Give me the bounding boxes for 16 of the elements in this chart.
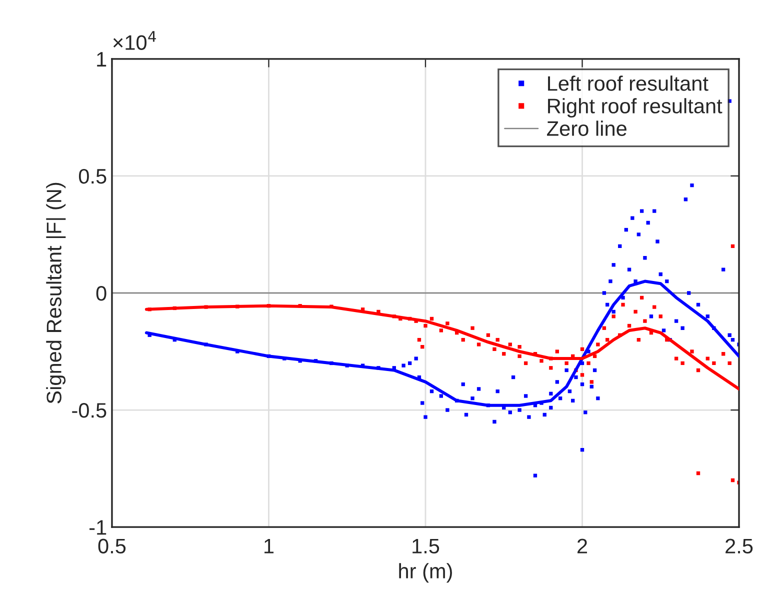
y-tick-label: -1 <box>90 520 106 535</box>
x-tick-label: 1.5 <box>412 538 440 554</box>
text: ×10$^{4}$ <box>113 31 156 50</box>
y-tick-label: 0.5 <box>78 168 106 184</box>
y-tick-label: -0.5 <box>72 403 106 418</box>
legend-label: Right roof resultant <box>548 98 722 118</box>
line-series <box>144 304 740 390</box>
legend-label: Zero line <box>547 120 626 136</box>
x-tick-label: 2.5 <box>726 538 753 554</box>
y-axis-title: Signed Resultant |F| (N) <box>46 182 66 404</box>
x-tick-label: 2 <box>578 538 587 554</box>
y-tick-label: 0 <box>96 286 106 301</box>
y-tick-label: 1 <box>97 52 106 66</box>
x-tick-label: 1 <box>264 538 274 554</box>
legend-label: Left roof resultant <box>548 76 708 91</box>
x-axis-title: hr (m) <box>399 563 452 583</box>
